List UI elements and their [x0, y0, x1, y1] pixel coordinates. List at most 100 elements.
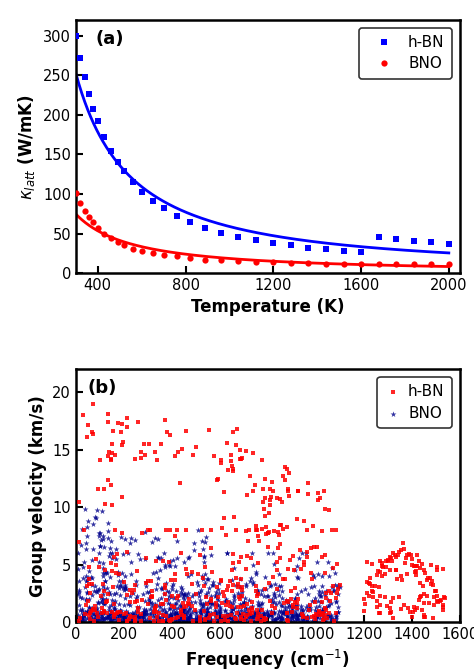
BNO: [240, 597, 247, 607]
h-BN: [228, 450, 235, 460]
BNO: [235, 609, 243, 620]
BNO: [173, 609, 181, 619]
BNO: [240, 598, 248, 609]
BNO: [323, 609, 331, 620]
BNO: [291, 607, 298, 617]
h-BN: [323, 613, 330, 624]
h-BN: [303, 524, 311, 535]
BNO: [214, 599, 221, 610]
BNO: [126, 613, 134, 624]
h-BN: [317, 609, 325, 620]
h-BN: [284, 484, 292, 495]
BNO: [111, 603, 119, 614]
h-BN: [430, 592, 438, 603]
BNO: [334, 580, 341, 591]
h-BN: [254, 589, 262, 599]
h-BN: [261, 510, 269, 521]
BNO: [184, 613, 192, 624]
BNO: [76, 600, 83, 611]
BNO: [207, 550, 214, 561]
BNO: [215, 615, 222, 626]
BNO: [124, 608, 131, 619]
h-BN: [360, 605, 367, 616]
h-BN: [75, 615, 82, 626]
BNO: [261, 616, 268, 627]
BNO: [212, 607, 220, 618]
h-BN: [283, 607, 291, 618]
h-BN: [232, 573, 240, 583]
h-BN: [364, 557, 371, 568]
BNO: [230, 591, 238, 602]
BNO: [280, 607, 287, 618]
BNO: [264, 548, 272, 559]
h-BN: [420, 589, 428, 599]
BNO: [202, 532, 210, 543]
h-BN: [165, 615, 173, 626]
BNO: [120, 613, 128, 624]
BNO: [101, 597, 109, 608]
BNO: [129, 588, 137, 599]
h-BN: [285, 468, 292, 479]
BNO: [259, 612, 267, 623]
h-BN: [207, 543, 215, 553]
BNO: [202, 589, 210, 599]
h-BN: [178, 444, 186, 454]
h-BN: [320, 614, 328, 625]
BNO: [198, 571, 206, 582]
BNO: [223, 548, 230, 559]
BNO: [277, 606, 284, 617]
h-BN: [402, 553, 410, 563]
BNO: [250, 607, 257, 617]
h-BN: [228, 601, 236, 612]
BNO: [78, 606, 86, 617]
BNO: [178, 611, 185, 622]
BNO: [227, 608, 235, 619]
h-BN: [201, 580, 208, 591]
BNO: [167, 609, 174, 619]
BNO: [332, 614, 339, 625]
BNO: [75, 585, 82, 596]
h-BN: [408, 611, 416, 622]
BNO: [106, 609, 114, 619]
BNO: [255, 613, 263, 624]
BNO: [133, 592, 140, 603]
BNO: [178, 610, 186, 621]
BNO: [303, 605, 311, 615]
BNO: [320, 605, 328, 615]
BNO: [173, 536, 181, 547]
h-BN: [319, 609, 326, 619]
h-BN: [374, 602, 381, 613]
BNO: [288, 610, 295, 621]
h-BN: [374, 566, 382, 577]
BNO: [99, 607, 106, 618]
BNO: [129, 609, 137, 619]
BNO: [179, 603, 186, 613]
h-BN: [249, 607, 256, 618]
h-BN: [229, 580, 237, 591]
BNO: [238, 587, 246, 597]
BNO: [316, 609, 323, 619]
BNO: [184, 613, 191, 624]
BNO: [313, 608, 321, 619]
h-BN: [387, 607, 395, 617]
h-BN: [426, 598, 433, 609]
BNO: [127, 533, 135, 543]
h-BN: [134, 603, 142, 613]
BNO: [311, 593, 319, 604]
BNO: [273, 613, 281, 624]
h-BN: [387, 553, 395, 564]
BNO: [149, 605, 157, 615]
BNO: [216, 616, 223, 627]
BNO: [263, 605, 271, 616]
h-BN: [144, 576, 152, 587]
BNO: [295, 553, 303, 563]
h-BN: [146, 524, 154, 535]
BNO: [89, 518, 96, 529]
BNO: [201, 557, 208, 568]
h-BN: [319, 615, 327, 626]
BNO: [205, 607, 212, 617]
BNO: [184, 590, 191, 601]
h-BN: [290, 599, 297, 610]
BNO: [76, 591, 84, 602]
h-BN: [266, 483, 273, 494]
